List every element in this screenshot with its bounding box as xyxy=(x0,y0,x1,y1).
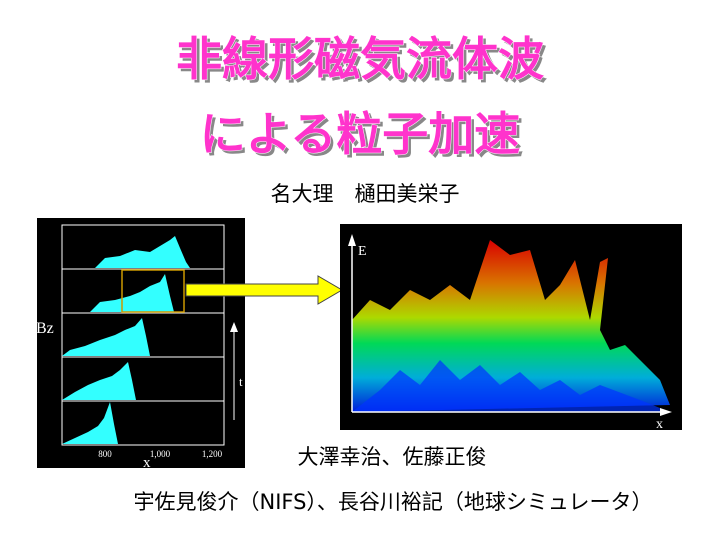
waveform xyxy=(62,236,190,268)
particle-base xyxy=(352,360,670,412)
x-tick-label: 800 xyxy=(98,449,112,459)
waveform xyxy=(62,274,174,312)
arrow xyxy=(185,275,343,305)
x-label: x xyxy=(656,417,663,432)
coauthors: 大澤幸治、佐藤正俊 xyxy=(298,445,487,469)
right-axes xyxy=(351,240,665,413)
waveform xyxy=(62,362,136,400)
y-label: E xyxy=(358,244,367,259)
panels xyxy=(61,224,225,446)
title-shadow: による粒子加速 xyxy=(203,110,524,164)
particle-distribution xyxy=(352,240,670,412)
time-label: t xyxy=(239,374,243,389)
author: 名大理 樋田美栄子 xyxy=(271,182,460,206)
x-label: x xyxy=(143,455,151,471)
x-arrowhead xyxy=(660,408,672,416)
waveforms xyxy=(62,236,190,444)
title-line: 非線形磁気流体波 xyxy=(176,32,544,86)
title-line: による粒子加速 xyxy=(200,107,521,161)
x-tick-label: 1,000 xyxy=(150,449,171,459)
y-label: Bz xyxy=(36,320,54,337)
panel xyxy=(61,400,225,446)
y-arrowhead xyxy=(348,234,356,246)
waveform xyxy=(62,402,118,444)
waveform xyxy=(62,318,150,356)
highlight-box xyxy=(121,269,185,313)
x-tick-label: 1,200 xyxy=(202,449,223,459)
collaborators: 宇佐見俊介（NIFS）、長谷川裕記（地球シミュレータ） xyxy=(133,490,652,514)
title-shadow: 非線形磁気流体波 xyxy=(179,35,547,89)
time-arrowhead xyxy=(230,322,238,332)
